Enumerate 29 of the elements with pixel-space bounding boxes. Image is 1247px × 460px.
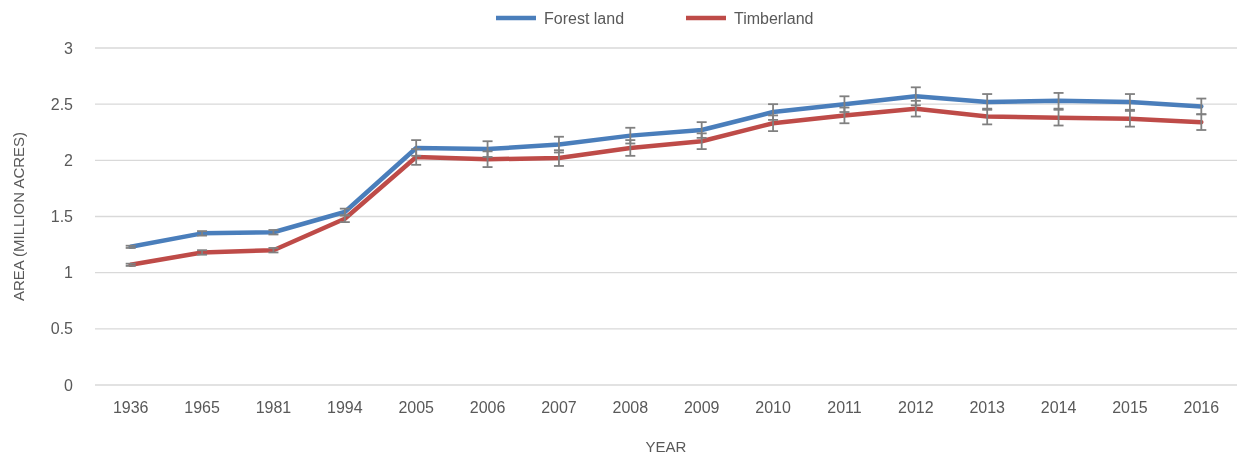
x-tick-label: 2011 [827,399,862,416]
y-tick-label: 0.5 [50,320,74,338]
y-tick-label: 2 [64,151,74,169]
x-tick-label: 2015 [1112,399,1148,416]
x-tick-label: 1981 [255,399,292,416]
y-tick-label: 2.5 [50,95,74,113]
x-tick-label: 2016 [1183,399,1220,416]
legend-label: Forest land [544,9,625,27]
y-tick-label: 0 [64,376,74,394]
x-axis-title: YEAR [645,438,687,455]
x-tick-label: 2012 [898,399,934,416]
line-series [128,94,1204,250]
x-tick-label: 2007 [541,399,577,416]
y-tick-label: 1 [64,264,74,282]
x-tick-label: 1965 [184,399,220,416]
x-tick-label: 2009 [683,399,720,416]
y-tick-label: 3 [64,39,74,57]
x-tick-label: 2010 [755,399,791,416]
x-tick-label: 2013 [969,399,1006,416]
x-tick-label: 2005 [398,399,435,416]
x-tick-label: 1994 [327,399,363,416]
y-tick-label: 1.5 [50,208,74,226]
x-tick-label: 2006 [469,399,506,416]
x-tick-label: 2008 [612,399,649,416]
legend-label: Timberland [734,9,814,27]
y-axis-title: AREA (MILLION ACRES) [10,131,27,302]
line-series [128,106,1204,268]
x-tick-label: 2014 [1040,399,1077,416]
x-tick-label: 1936 [112,399,149,416]
